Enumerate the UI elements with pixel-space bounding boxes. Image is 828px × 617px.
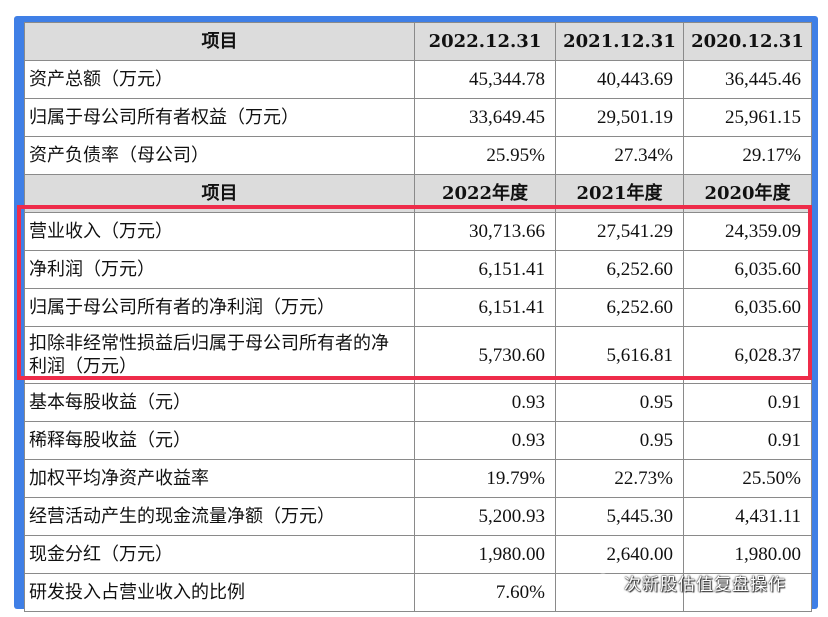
- row-label: 营业收入（万元）: [24, 212, 415, 251]
- value-cell: 0.93: [414, 383, 556, 422]
- value-cell: 0.95: [555, 383, 684, 422]
- header-cell: 2022.12.31: [414, 22, 556, 61]
- value-cell: 5,200.93: [414, 497, 556, 536]
- value-cell: [683, 573, 812, 612]
- row-label: 归属于母公司所有者的净利润（万元）: [24, 288, 415, 327]
- table-row: 资产总额（万元） 45,344.78 40,443.69 36,445.46: [24, 60, 812, 99]
- row-label: 基本每股收益（元）: [24, 383, 415, 422]
- header-cell: 2020.12.31: [683, 22, 812, 61]
- value-cell: 6,028.37: [683, 326, 812, 384]
- table-row: 营业收入（万元） 30,713.66 27,541.29 24,359.09: [24, 212, 812, 251]
- value-cell: 5,730.60: [414, 326, 556, 384]
- table-row: 扣除非经常性损益后归属于母公司所有者的净利润（万元） 5,730.60 5,61…: [24, 326, 812, 384]
- value-cell: 25,961.15: [683, 98, 812, 137]
- row-label: 扣除非经常性损益后归属于母公司所有者的净利润（万元）: [24, 326, 415, 384]
- table-row: 研发投入占营业收入的比例 7.60%: [24, 573, 812, 612]
- value-cell: 0.95: [555, 421, 684, 460]
- row-label: 净利润（万元）: [24, 250, 415, 289]
- value-cell: 25.95%: [414, 136, 556, 175]
- value-cell: 29.17%: [683, 136, 812, 175]
- value-cell: 25.50%: [683, 459, 812, 498]
- header-cell: 2020年度: [683, 174, 812, 213]
- table-row: 经营活动产生的现金流量净额（万元） 5,200.93 5,445.30 4,43…: [24, 497, 812, 536]
- balance-header-row: 项目 2022.12.31 2021.12.31 2020.12.31: [24, 22, 812, 61]
- row-label: 经营活动产生的现金流量净额（万元）: [24, 497, 415, 536]
- value-cell: 30,713.66: [414, 212, 556, 251]
- header-cell: 项目: [24, 22, 415, 61]
- value-cell: 4,431.11: [683, 497, 812, 536]
- row-label: 资产总额（万元）: [24, 60, 415, 99]
- value-cell: 6,252.60: [555, 288, 684, 327]
- table-row: 资产负债率（母公司） 25.95% 27.34% 29.17%: [24, 136, 812, 175]
- table-row: 归属于母公司所有者的净利润（万元） 6,151.41 6,252.60 6,03…: [24, 288, 812, 327]
- value-cell: 1,980.00: [683, 535, 812, 574]
- row-label: 资产负债率（母公司）: [24, 136, 415, 175]
- table-row: 归属于母公司所有者权益（万元） 33,649.45 29,501.19 25,9…: [24, 98, 812, 137]
- value-cell: 40,443.69: [555, 60, 684, 99]
- value-cell: 5,616.81: [555, 326, 684, 384]
- value-cell: 29,501.19: [555, 98, 684, 137]
- value-cell: 0.91: [683, 421, 812, 460]
- income-header-row: 项目 2022年度 2021年度 2020年度: [24, 174, 812, 213]
- value-cell: 24,359.09: [683, 212, 812, 251]
- value-cell: 1,980.00: [414, 535, 556, 574]
- row-label: 归属于母公司所有者权益（万元）: [24, 98, 415, 137]
- value-cell: 45,344.78: [414, 60, 556, 99]
- table-row: 稀释每股收益（元） 0.93 0.95 0.91: [24, 421, 812, 460]
- row-label: 稀释每股收益（元）: [24, 421, 415, 460]
- header-cell: 2021年度: [555, 174, 684, 213]
- value-cell: 6,035.60: [683, 288, 812, 327]
- table-row: 现金分红（万元） 1,980.00 2,640.00 1,980.00: [24, 535, 812, 574]
- value-cell: 2,640.00: [555, 535, 684, 574]
- row-label: 加权平均净资产收益率: [24, 459, 415, 498]
- value-cell: 19.79%: [414, 459, 556, 498]
- header-cell: 项目: [24, 174, 415, 213]
- value-cell: 6,151.41: [414, 250, 556, 289]
- value-cell: [555, 573, 684, 612]
- value-cell: 5,445.30: [555, 497, 684, 536]
- header-cell: 2021.12.31: [555, 22, 684, 61]
- value-cell: 6,252.60: [555, 250, 684, 289]
- value-cell: 7.60%: [414, 573, 556, 612]
- value-cell: 27.34%: [555, 136, 684, 175]
- value-cell: 0.91: [683, 383, 812, 422]
- header-cell: 2022年度: [414, 174, 556, 213]
- row-label: 现金分红（万元）: [24, 535, 415, 574]
- value-cell: 36,445.46: [683, 60, 812, 99]
- value-cell: 6,035.60: [683, 250, 812, 289]
- value-cell: 27,541.29: [555, 212, 684, 251]
- table-row: 净利润（万元） 6,151.41 6,252.60 6,035.60: [24, 250, 812, 289]
- value-cell: 33,649.45: [414, 98, 556, 137]
- financial-table: 项目 2022.12.31 2021.12.31 2020.12.31 资产总额…: [24, 22, 812, 612]
- value-cell: 22.73%: [555, 459, 684, 498]
- value-cell: 0.93: [414, 421, 556, 460]
- value-cell: 6,151.41: [414, 288, 556, 327]
- table-row: 加权平均净资产收益率 19.79% 22.73% 25.50%: [24, 459, 812, 498]
- table-row: 基本每股收益（元） 0.93 0.95 0.91: [24, 383, 812, 422]
- row-label: 研发投入占营业收入的比例: [24, 573, 415, 612]
